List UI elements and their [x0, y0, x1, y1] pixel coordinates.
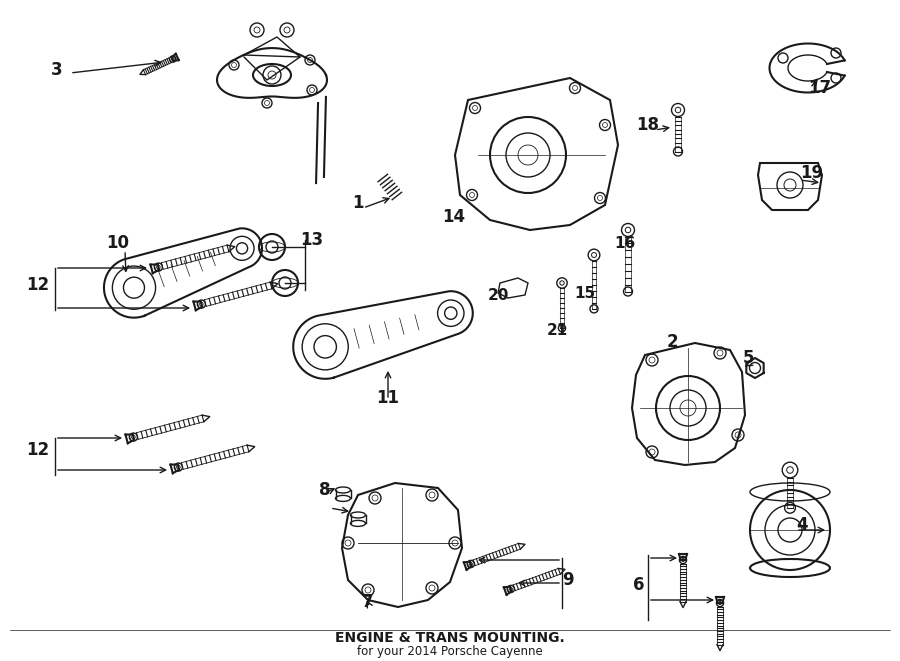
Text: 20: 20	[487, 288, 508, 303]
Text: 17: 17	[808, 79, 832, 97]
Text: 14: 14	[443, 208, 465, 226]
Text: 3: 3	[51, 61, 63, 79]
Text: 10: 10	[106, 234, 130, 252]
Text: 2: 2	[666, 333, 678, 351]
Text: 7: 7	[362, 593, 374, 611]
Text: 21: 21	[546, 323, 568, 338]
Text: 1: 1	[352, 194, 364, 212]
Text: for your 2014 Porsche Cayenne: for your 2014 Porsche Cayenne	[357, 646, 543, 658]
Text: 19: 19	[800, 164, 824, 182]
Text: 15: 15	[574, 286, 596, 301]
Text: 4: 4	[796, 516, 807, 534]
Text: 16: 16	[615, 236, 635, 251]
Text: 12: 12	[26, 276, 50, 294]
Text: 12: 12	[26, 441, 50, 459]
Text: 9: 9	[562, 571, 573, 589]
Text: ENGINE & TRANS MOUNTING.: ENGINE & TRANS MOUNTING.	[335, 631, 565, 645]
Text: 13: 13	[300, 231, 323, 249]
Text: 11: 11	[376, 389, 400, 407]
Text: 6: 6	[634, 576, 645, 594]
Text: 5: 5	[742, 349, 754, 367]
Text: 8: 8	[320, 481, 331, 499]
Text: 18: 18	[636, 116, 660, 134]
